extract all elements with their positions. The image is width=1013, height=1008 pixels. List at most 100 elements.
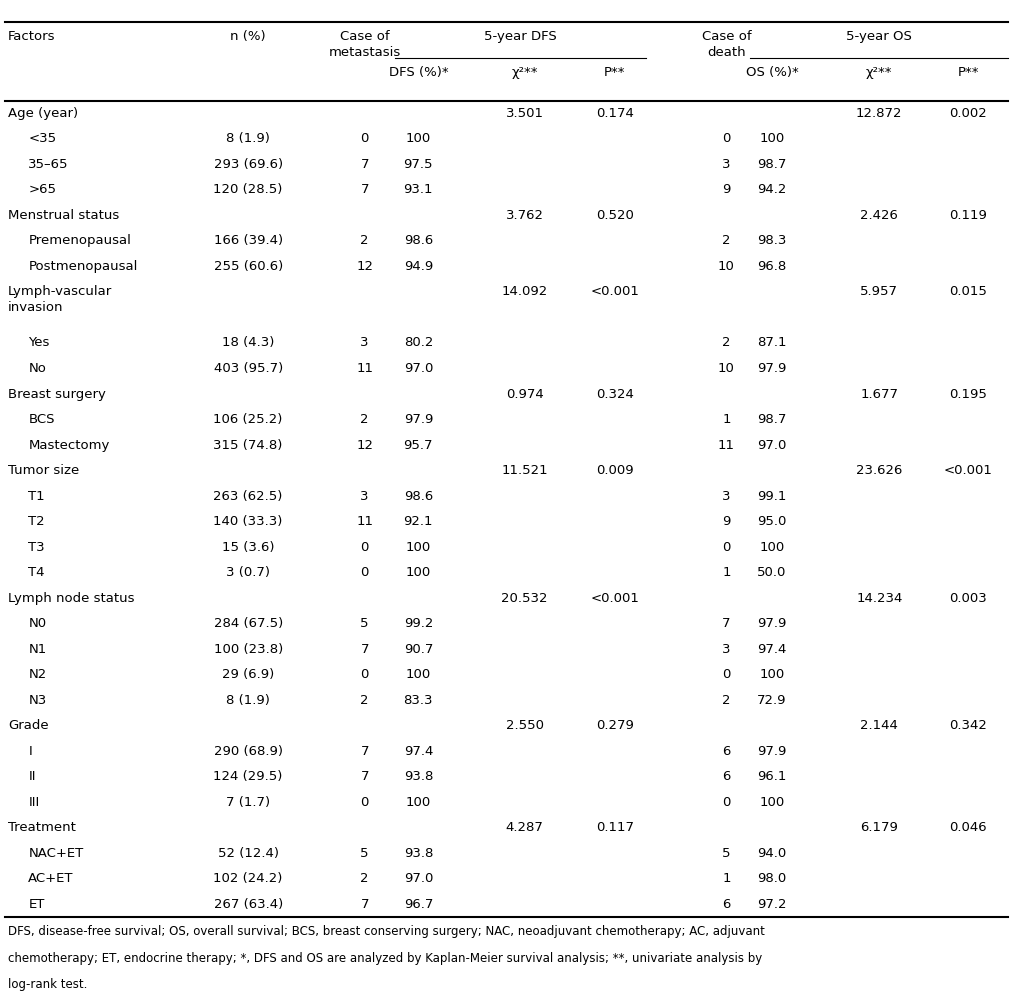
- Text: <0.001: <0.001: [944, 464, 993, 477]
- Text: 97.0: 97.0: [758, 438, 786, 452]
- Text: <35: <35: [28, 132, 57, 145]
- Text: 52 (12.4): 52 (12.4): [218, 847, 279, 860]
- Text: 94.2: 94.2: [758, 183, 786, 197]
- Text: 98.7: 98.7: [758, 158, 786, 171]
- Text: Postmenopausal: Postmenopausal: [28, 260, 138, 273]
- Text: 99.1: 99.1: [758, 490, 786, 503]
- Text: 95.0: 95.0: [758, 515, 786, 528]
- Text: 1.677: 1.677: [860, 387, 899, 400]
- Text: 3: 3: [361, 337, 369, 350]
- Text: 98.6: 98.6: [404, 490, 433, 503]
- Text: 5: 5: [361, 847, 369, 860]
- Text: 72.9: 72.9: [757, 694, 787, 707]
- Text: 102 (24.2): 102 (24.2): [214, 872, 283, 885]
- Text: 255 (60.6): 255 (60.6): [214, 260, 283, 273]
- Text: 2.144: 2.144: [860, 719, 899, 732]
- Text: DFS, disease-free survival; OS, overall survival; BCS, breast conserving surgery: DFS, disease-free survival; OS, overall …: [8, 925, 765, 938]
- Text: 4.287: 4.287: [505, 822, 544, 835]
- Text: 94.9: 94.9: [404, 260, 433, 273]
- Text: 7 (1.7): 7 (1.7): [226, 795, 270, 808]
- Text: 97.9: 97.9: [758, 617, 786, 630]
- Text: 403 (95.7): 403 (95.7): [214, 362, 283, 375]
- Text: 9: 9: [722, 515, 730, 528]
- Text: 3: 3: [361, 490, 369, 503]
- Text: 8 (1.9): 8 (1.9): [226, 694, 270, 707]
- Text: 7: 7: [361, 643, 369, 655]
- Text: 83.3: 83.3: [403, 694, 434, 707]
- Text: 263 (62.5): 263 (62.5): [214, 490, 283, 503]
- Text: Lymph-vascular
invasion: Lymph-vascular invasion: [8, 285, 112, 313]
- Text: 100: 100: [760, 795, 784, 808]
- Text: Case of
metastasis: Case of metastasis: [328, 30, 401, 59]
- Text: Menstrual status: Menstrual status: [8, 209, 120, 222]
- Text: III: III: [28, 795, 40, 808]
- Text: Treatment: Treatment: [8, 822, 76, 835]
- Text: 11: 11: [718, 438, 734, 452]
- Text: 0.117: 0.117: [596, 822, 634, 835]
- Text: 0: 0: [722, 795, 730, 808]
- Text: N0: N0: [28, 617, 47, 630]
- Text: 97.4: 97.4: [758, 643, 786, 655]
- Text: 2.426: 2.426: [860, 209, 899, 222]
- Text: χ²**: χ²**: [866, 66, 892, 79]
- Text: No: No: [28, 362, 47, 375]
- Text: 5: 5: [722, 847, 730, 860]
- Text: 7: 7: [361, 183, 369, 197]
- Text: 0.974: 0.974: [505, 387, 544, 400]
- Text: 14.234: 14.234: [856, 592, 903, 605]
- Text: 290 (68.9): 290 (68.9): [214, 745, 283, 758]
- Text: 12: 12: [357, 260, 373, 273]
- Text: <0.001: <0.001: [591, 592, 639, 605]
- Text: AC+ET: AC+ET: [28, 872, 74, 885]
- Text: chemotherapy; ET, endocrine therapy; *, DFS and OS are analyzed by Kaplan-Meier : chemotherapy; ET, endocrine therapy; *, …: [8, 952, 763, 965]
- Text: 3: 3: [722, 643, 730, 655]
- Text: 1: 1: [722, 566, 730, 580]
- Text: 98.3: 98.3: [758, 235, 786, 247]
- Text: Grade: Grade: [8, 719, 49, 732]
- Text: 7: 7: [722, 617, 730, 630]
- Text: 15 (3.6): 15 (3.6): [222, 540, 275, 553]
- Text: 0.195: 0.195: [949, 387, 988, 400]
- Text: 0.046: 0.046: [949, 822, 988, 835]
- Text: 29 (6.9): 29 (6.9): [222, 668, 275, 681]
- Text: 3: 3: [722, 158, 730, 171]
- Text: 7: 7: [361, 745, 369, 758]
- Text: 3: 3: [722, 490, 730, 503]
- Text: 5: 5: [361, 617, 369, 630]
- Text: II: II: [28, 770, 35, 783]
- Text: 0: 0: [361, 566, 369, 580]
- Text: BCS: BCS: [28, 413, 55, 426]
- Text: NAC+ET: NAC+ET: [28, 847, 84, 860]
- Text: 50.0: 50.0: [758, 566, 786, 580]
- Text: 93.8: 93.8: [404, 770, 433, 783]
- Text: 7: 7: [361, 770, 369, 783]
- Text: T1: T1: [28, 490, 45, 503]
- Text: 97.9: 97.9: [758, 362, 786, 375]
- Text: N2: N2: [28, 668, 47, 681]
- Text: 2: 2: [722, 235, 730, 247]
- Text: 92.1: 92.1: [403, 515, 434, 528]
- Text: 96.1: 96.1: [758, 770, 786, 783]
- Text: 94.0: 94.0: [758, 847, 786, 860]
- Text: 0.015: 0.015: [949, 285, 988, 298]
- Text: 10: 10: [718, 260, 734, 273]
- Text: ET: ET: [28, 898, 45, 911]
- Text: 100: 100: [760, 540, 784, 553]
- Text: 0.174: 0.174: [596, 107, 634, 120]
- Text: 100: 100: [760, 132, 784, 145]
- Text: 6: 6: [722, 745, 730, 758]
- Text: 93.1: 93.1: [403, 183, 434, 197]
- Text: 80.2: 80.2: [404, 337, 433, 350]
- Text: 99.2: 99.2: [404, 617, 433, 630]
- Text: log-rank test.: log-rank test.: [8, 978, 87, 991]
- Text: n (%): n (%): [230, 30, 266, 43]
- Text: P**: P**: [604, 66, 626, 79]
- Text: 0.342: 0.342: [949, 719, 988, 732]
- Text: DFS (%)*: DFS (%)*: [389, 66, 448, 79]
- Text: 2: 2: [361, 694, 369, 707]
- Text: 97.4: 97.4: [404, 745, 433, 758]
- Text: 3 (0.7): 3 (0.7): [226, 566, 270, 580]
- Text: 0.520: 0.520: [596, 209, 634, 222]
- Text: T3: T3: [28, 540, 45, 553]
- Text: T4: T4: [28, 566, 45, 580]
